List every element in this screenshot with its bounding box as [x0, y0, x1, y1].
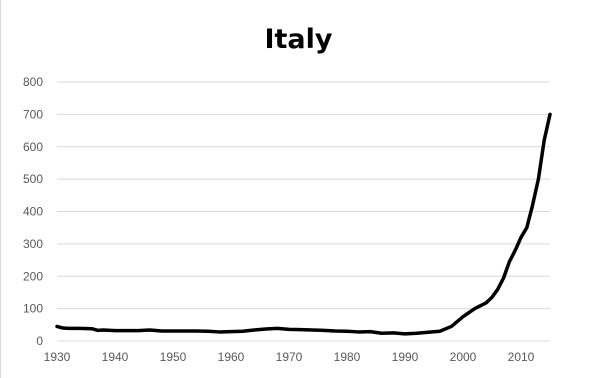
y-tick-label: 700	[23, 107, 43, 121]
y-tick-label: 800	[23, 75, 43, 89]
chart-title: Italy	[264, 24, 333, 55]
x-tick-label: 1960	[218, 350, 245, 364]
y-tick-label: 200	[23, 269, 43, 283]
series-layer	[55, 112, 552, 336]
y-tick-label: 400	[23, 205, 43, 219]
y-axis-ticks: 0 100 200 300 400 500 600 700 800	[23, 75, 43, 348]
x-tick-label: 1940	[102, 350, 129, 364]
x-tick-label: 2010	[508, 350, 535, 364]
x-tick-label: 1930	[44, 350, 71, 364]
x-tick-label: 2000	[450, 350, 477, 364]
x-tick-label: 1990	[392, 350, 419, 364]
x-tick-label: 1980	[334, 350, 361, 364]
x-tick-label: 1970	[276, 350, 303, 364]
x-axis-ticks: 1930 1940 1950 1960 1970 1980 1990 2000 2010	[44, 350, 535, 364]
y-tick-label: 600	[23, 140, 43, 154]
series-line-0	[55, 112, 552, 336]
x-tick-label: 1950	[160, 350, 187, 364]
gridlines	[57, 81, 550, 342]
y-tick-label: 100	[23, 302, 43, 316]
y-tick-label: 500	[23, 172, 43, 186]
y-tick-label: 300	[23, 237, 43, 251]
y-tick-label: 0	[36, 334, 43, 348]
